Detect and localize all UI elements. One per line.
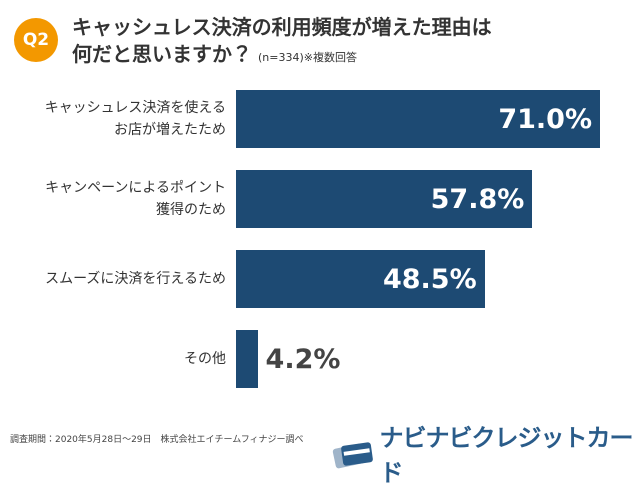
logo: ナビナビクレジットカード [379, 424, 634, 487]
bar [236, 90, 600, 148]
value-label: 4.2% [265, 343, 341, 375]
bar [236, 330, 258, 388]
category-label: スムーズに決済を行えるため [45, 271, 226, 287]
category-label: キャッシュレス決済を使える お店が増えたため [44, 100, 226, 138]
logo-block: ナビナビクレジットカード [332, 418, 640, 488]
bar [236, 170, 533, 228]
category-label: キャンペーンによるポイント 獲得のため [45, 180, 226, 218]
title-block: キャッシュレス決済の利用頻度が増えた理由は 何だと思いますか？ (n=334)※複… [72, 14, 632, 71]
value-label: 71.0% [498, 103, 592, 135]
value-label: 48.5% [382, 263, 477, 295]
chart-title: キャッシュレス決済の利用頻度が増えた理由は 何だと思いますか？ [72, 15, 492, 66]
logo-icon [332, 442, 373, 469]
chart-subtitle: (n=334)※複数回答 [258, 51, 357, 64]
bar [236, 250, 485, 308]
chart: キャッシュレス決済を使える お店が増えたため 71.0% キャンペーンによるポイント… [44, 90, 600, 388]
value-label: 57.8% [430, 183, 525, 215]
source-note: 調査期間：2020年5月28日～29日 株式会社エイチームフィナジー調べ [10, 435, 304, 445]
category-label: その他 [184, 351, 226, 367]
badge: Q2 [14, 18, 58, 62]
